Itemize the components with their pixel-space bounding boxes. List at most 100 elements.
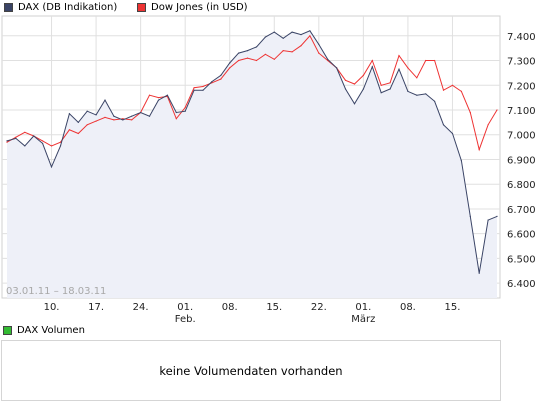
dax-point	[371, 66, 373, 68]
dax-point	[336, 67, 338, 69]
dow-point	[104, 116, 106, 118]
dax-point	[487, 219, 489, 221]
dax-point	[434, 100, 436, 102]
dax-point	[140, 111, 142, 114]
dax-point	[478, 272, 480, 274]
dow-point	[220, 78, 222, 80]
dax-point	[166, 94, 168, 96]
dow-point	[157, 97, 160, 99]
dow-swatch-icon	[137, 3, 146, 12]
x-tick-label: 22.	[311, 302, 327, 313]
dow-point	[246, 57, 249, 59]
y-tick-label: 6.800	[507, 180, 536, 191]
dow-point	[59, 141, 62, 143]
legend-item-dax[interactable]: DAX (DB Indikation)	[4, 2, 117, 13]
dax-point	[309, 30, 311, 32]
dax-point	[202, 89, 204, 91]
volume-legend: DAX Volumen	[3, 325, 85, 336]
y-tick-label: 6.900	[507, 155, 536, 166]
y-tick-label: 7.000	[507, 131, 536, 142]
dow-point	[309, 35, 311, 37]
dax-point	[496, 215, 498, 217]
dow-point	[113, 119, 115, 121]
dax-point	[220, 74, 222, 76]
dax-point	[33, 135, 35, 137]
chart-legend: DAX (DB Indikation) Dow Jones (in USD)	[0, 0, 545, 14]
x-tick-label: 17.	[88, 302, 104, 313]
dax-point	[442, 124, 445, 126]
dax-point	[157, 99, 160, 101]
y-tick-label: 6.400	[507, 279, 536, 290]
dow-point	[42, 140, 44, 142]
dow-point	[487, 124, 489, 126]
dax-point	[380, 92, 382, 94]
x-tick-label: 08.	[400, 302, 416, 313]
dax-point	[113, 115, 115, 117]
x-tick-label: 15.	[445, 302, 461, 313]
dow-point	[291, 51, 293, 53]
dax-point	[344, 88, 347, 90]
dow-point	[238, 59, 240, 62]
dow-point	[148, 94, 151, 96]
dow-point	[131, 119, 133, 121]
x-tick-label: 08.	[222, 302, 238, 313]
dax-point	[122, 119, 124, 121]
dow-point	[371, 59, 373, 62]
y-tick-label: 7.400	[507, 32, 536, 43]
legend-item-dow[interactable]: Dow Jones (in USD)	[137, 2, 248, 13]
dax-point	[193, 89, 195, 91]
dax-point	[238, 52, 240, 54]
x-tick-label: 01.	[355, 302, 371, 313]
x-tick-label: 15.	[266, 302, 282, 313]
dax-point	[425, 93, 427, 95]
dow-point	[282, 50, 284, 52]
dax-point	[318, 43, 320, 45]
dow-point	[380, 84, 382, 86]
dax-point	[246, 50, 249, 52]
dax-point	[273, 31, 275, 33]
y-tick-label: 6.600	[507, 230, 536, 241]
dax-point	[451, 132, 454, 135]
dax-point	[68, 113, 70, 115]
y-tick-label: 7.200	[507, 81, 536, 92]
dax-point	[469, 215, 471, 217]
x-tick-label: 24.	[133, 302, 149, 313]
dax-point	[255, 46, 258, 48]
dow-point	[398, 55, 400, 57]
dax-point	[327, 58, 329, 60]
dow-point	[95, 120, 97, 122]
volume-swatch-icon	[3, 326, 12, 335]
dow-point	[344, 79, 347, 81]
dax-point	[211, 81, 213, 83]
dow-point	[469, 111, 471, 114]
dow-point	[273, 58, 275, 60]
dow-point	[24, 131, 26, 133]
dow-point	[425, 59, 427, 62]
dax-point	[131, 115, 133, 117]
x-tick-label: 01.	[177, 302, 193, 313]
dow-point	[50, 145, 53, 147]
dax-point	[86, 110, 88, 112]
volume-panel: keine Volumendaten vorhanden	[1, 340, 501, 401]
dax-point	[398, 68, 400, 70]
dow-point	[416, 77, 418, 79]
volume-empty-message: keine Volumendaten vorhanden	[159, 363, 343, 378]
dax-swatch-icon	[4, 3, 13, 12]
dax-point	[229, 62, 231, 64]
dax-point	[77, 121, 79, 123]
dow-point	[353, 83, 356, 85]
dax-point	[416, 94, 418, 96]
dax-point	[50, 166, 53, 168]
dow-point	[122, 118, 124, 120]
dax-line	[6, 30, 498, 274]
dax-point	[42, 142, 44, 144]
dax-point	[389, 88, 391, 90]
date-range-label: 03.01.11 – 18.03.11	[6, 286, 106, 297]
dow-point	[300, 45, 302, 47]
dow-point	[362, 74, 364, 76]
dow-point	[86, 124, 88, 126]
dow-point	[318, 52, 320, 54]
y-tick-label: 7.300	[507, 57, 536, 68]
dax-point	[24, 145, 26, 147]
dax-point	[300, 34, 302, 36]
